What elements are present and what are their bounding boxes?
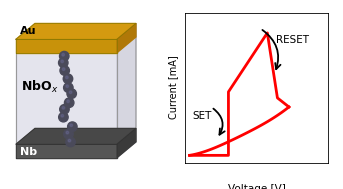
- Polygon shape: [16, 144, 117, 158]
- Circle shape: [66, 85, 69, 88]
- Circle shape: [63, 74, 73, 84]
- Circle shape: [67, 100, 69, 103]
- Circle shape: [68, 139, 71, 142]
- Polygon shape: [117, 23, 136, 158]
- Polygon shape: [117, 23, 136, 53]
- Polygon shape: [16, 39, 117, 158]
- Circle shape: [63, 83, 73, 92]
- Polygon shape: [16, 23, 136, 39]
- Text: RESET: RESET: [276, 36, 309, 46]
- Circle shape: [62, 53, 64, 56]
- Circle shape: [60, 66, 69, 75]
- Text: NbO$_x$: NbO$_x$: [21, 79, 58, 95]
- Text: SET: SET: [192, 111, 212, 121]
- Text: Current [mA]: Current [mA]: [168, 55, 178, 119]
- Circle shape: [67, 89, 76, 98]
- Circle shape: [66, 76, 68, 79]
- Circle shape: [66, 137, 75, 147]
- Text: Au: Au: [20, 26, 36, 36]
- Circle shape: [64, 129, 73, 139]
- Circle shape: [66, 131, 69, 134]
- Circle shape: [60, 51, 69, 61]
- Circle shape: [62, 68, 65, 70]
- Circle shape: [64, 98, 74, 108]
- Circle shape: [61, 114, 64, 117]
- Text: Nb: Nb: [20, 147, 37, 157]
- Circle shape: [69, 91, 72, 94]
- Circle shape: [62, 107, 65, 109]
- Polygon shape: [16, 128, 136, 144]
- Circle shape: [68, 122, 77, 131]
- Circle shape: [60, 105, 69, 114]
- Polygon shape: [117, 128, 136, 158]
- Circle shape: [59, 58, 68, 67]
- Circle shape: [61, 60, 63, 63]
- Circle shape: [59, 112, 68, 122]
- Circle shape: [70, 124, 73, 127]
- Polygon shape: [16, 39, 117, 53]
- Polygon shape: [16, 23, 136, 39]
- Text: Voltage [V]: Voltage [V]: [228, 184, 286, 189]
